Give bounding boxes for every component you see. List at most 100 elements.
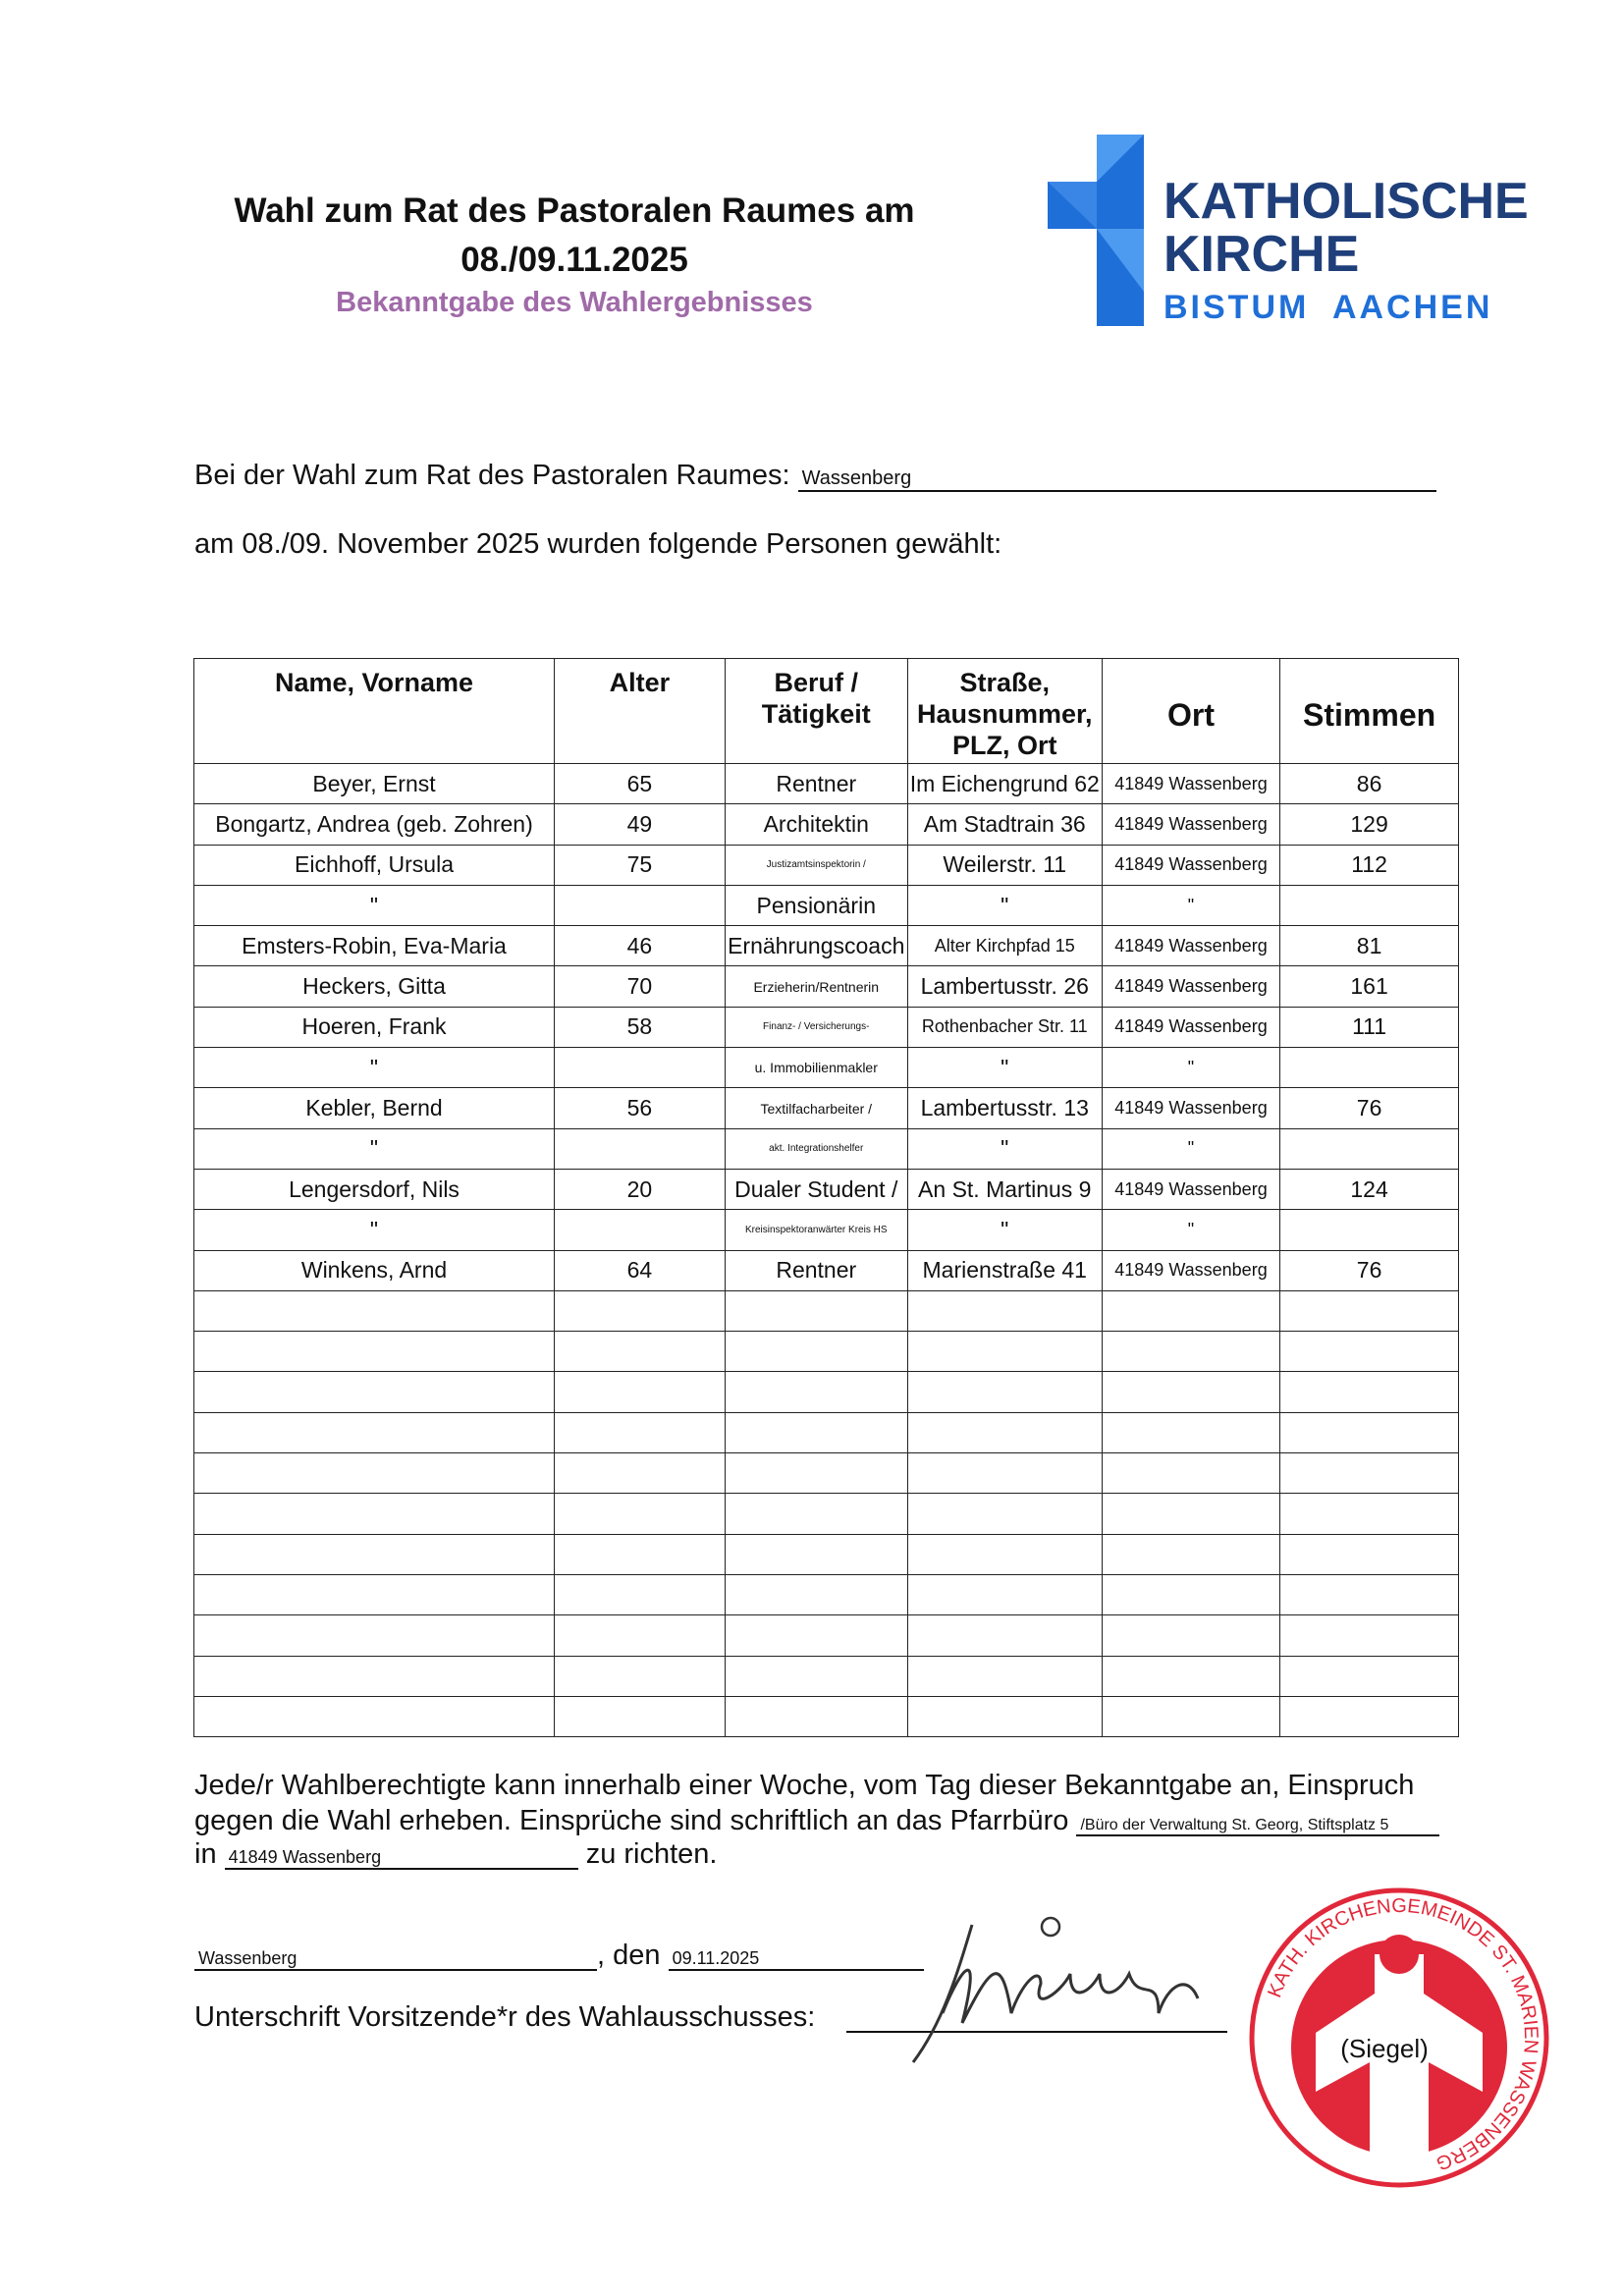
- table-cell: [724, 1655, 908, 1697]
- table-cell: [906, 1452, 1103, 1495]
- table-cell: ": [1101, 1127, 1281, 1170]
- date-field: 09.11.2025: [668, 1948, 924, 1971]
- table-cell: u. Immobilienmakler: [724, 1047, 908, 1089]
- table-cell: Rentner: [724, 1249, 908, 1291]
- table-cell: 41849 Wassenberg: [1101, 1168, 1281, 1211]
- table-cell: [1101, 1331, 1281, 1373]
- table-cell: [1101, 1493, 1281, 1535]
- table-cell: [724, 1371, 908, 1413]
- table-cell: 76: [1279, 1087, 1459, 1129]
- table-cell: [906, 1573, 1103, 1616]
- table-cell: 41849 Wassenberg: [1101, 965, 1281, 1008]
- table-cell: [1279, 1452, 1459, 1495]
- table-cell: [1279, 1209, 1459, 1251]
- subtitle: Bekanntgabe des Wahlergebnisses: [336, 287, 813, 318]
- table-row: Lengersdorf, Nils 20 Dualer Student / An St…: [192, 1168, 1459, 1211]
- table-cell: 41849 Wassenberg: [1101, 1249, 1281, 1291]
- table-cell: [1279, 1411, 1459, 1454]
- table-cell: [192, 1371, 556, 1413]
- table-cell: [554, 1573, 726, 1616]
- table-cell: [192, 1655, 556, 1697]
- table-row: [192, 1452, 1459, 1495]
- intro-line: Bei der Wahl zum Rat des Pastoralen Raum…: [194, 460, 1436, 492]
- table-cell: 41849 Wassenberg: [1101, 1087, 1281, 1129]
- table-cell: 111: [1279, 1006, 1459, 1049]
- table-row: Hoeren, Frank 58 Finanz- / Versicherungs- R…: [192, 1006, 1459, 1049]
- table-cell: [554, 1047, 726, 1089]
- table-cell: akt. Integrationshelfer: [724, 1127, 908, 1170]
- table-cell: [1279, 1371, 1459, 1413]
- table-cell: Kreisinspektoranwärter Kreis HS: [724, 1209, 908, 1251]
- table-cell: [554, 1331, 726, 1373]
- table-cell: Finanz- / Versicherungs-: [724, 1006, 908, 1049]
- table-row: " akt. Integrationshelfer " ": [192, 1127, 1459, 1170]
- table-cell: Heckers, Gitta: [192, 965, 556, 1008]
- table-cell: [906, 1411, 1103, 1454]
- table-cell: [1279, 1047, 1459, 1089]
- table-cell: [906, 1655, 1103, 1697]
- table-cell: 41849 Wassenberg: [1101, 803, 1281, 846]
- table-cell: ": [192, 1127, 556, 1170]
- table-cell: [1279, 1655, 1459, 1697]
- table-cell: [192, 1695, 556, 1738]
- table-cell: Dualer Student /: [724, 1168, 908, 1211]
- table-cell: [554, 1614, 726, 1657]
- table-cell: 41849 Wassenberg: [1101, 844, 1281, 886]
- table-cell: [724, 1289, 908, 1333]
- table-cell: Am Stadtrain 36: [906, 803, 1103, 846]
- table-cell: [906, 1289, 1103, 1333]
- table-cell: ": [1101, 1209, 1281, 1251]
- table-cell: 70: [554, 965, 726, 1008]
- signature-line: [846, 2031, 1227, 2033]
- table-cell: 112: [1279, 844, 1459, 886]
- table-cell: Rothenbacher Str. 11: [906, 1006, 1103, 1049]
- table-cell: Lambertusstr. 26: [906, 965, 1103, 1008]
- table-cell: [1101, 1533, 1281, 1575]
- table-cell: 41849 Wassenberg: [1101, 925, 1281, 967]
- table-cell: [554, 1209, 726, 1251]
- table-cell: Architektin: [724, 803, 908, 846]
- table-cell: [1279, 1573, 1459, 1616]
- table-row: Kebler, Bernd 56 Textilfacharbeiter / Lambe…: [192, 1087, 1459, 1129]
- results-table: Name, Vorname Alter Beruf / Tätigkeit Straß…: [192, 658, 1459, 1738]
- pfarrbuero-field: /Büro der Verwaltung St. Georg, Stiftspl…: [1076, 1817, 1440, 1836]
- table-cell: ": [1101, 884, 1281, 927]
- table-cell: [1279, 1331, 1459, 1373]
- table-cell: 49: [554, 803, 726, 846]
- table-cell: Beyer, Ernst: [192, 762, 556, 805]
- table-cell: [724, 1614, 908, 1657]
- cross-icon: [1048, 135, 1144, 326]
- table-cell: [1101, 1655, 1281, 1697]
- table-cell: [1101, 1371, 1281, 1413]
- table-cell: Justizamtsinspektorin /: [724, 844, 908, 886]
- place-field: Wassenberg: [194, 1948, 597, 1971]
- notice-line-1: Jede/r Wahlberechtigte kann innerhalb ei…: [194, 1770, 1415, 1801]
- table-cell: [906, 1533, 1103, 1575]
- seal-stamp: KATH. KIRCHENGEMEINDE ST. MARIEN WASSENB…: [1249, 1887, 1549, 2188]
- table-cell: 124: [1279, 1168, 1459, 1211]
- table-cell: ": [192, 1209, 556, 1251]
- table-cell: [192, 1452, 556, 1495]
- table-cell: Erzieherin/Rentnerin: [724, 965, 908, 1008]
- table-row: [192, 1614, 1459, 1657]
- table-cell: [724, 1411, 908, 1454]
- table-cell: [192, 1493, 556, 1535]
- table-cell: Bongartz, Andrea (geb. Zohren): [192, 803, 556, 846]
- table-cell: [724, 1331, 908, 1373]
- table-cell: [724, 1573, 908, 1616]
- table-cell: [906, 1371, 1103, 1413]
- table-cell: [1279, 884, 1459, 927]
- table-cell: An St. Martinus 9: [906, 1168, 1103, 1211]
- table-cell: [1279, 1493, 1459, 1535]
- table-row: [192, 1533, 1459, 1575]
- table-cell: [1279, 1127, 1459, 1170]
- table-cell: Lengersdorf, Nils: [192, 1168, 556, 1211]
- table-row: [192, 1411, 1459, 1454]
- table-cell: [554, 1452, 726, 1495]
- column-header: Name, Vorname: [192, 658, 556, 764]
- table-cell: ": [192, 1047, 556, 1089]
- table-row: [192, 1695, 1459, 1738]
- table-cell: [906, 1493, 1103, 1535]
- table-row: Eichhoff, Ursula 75 Justizamtsinspektorin …: [192, 844, 1459, 886]
- table-cell: Pensionärin: [724, 884, 908, 927]
